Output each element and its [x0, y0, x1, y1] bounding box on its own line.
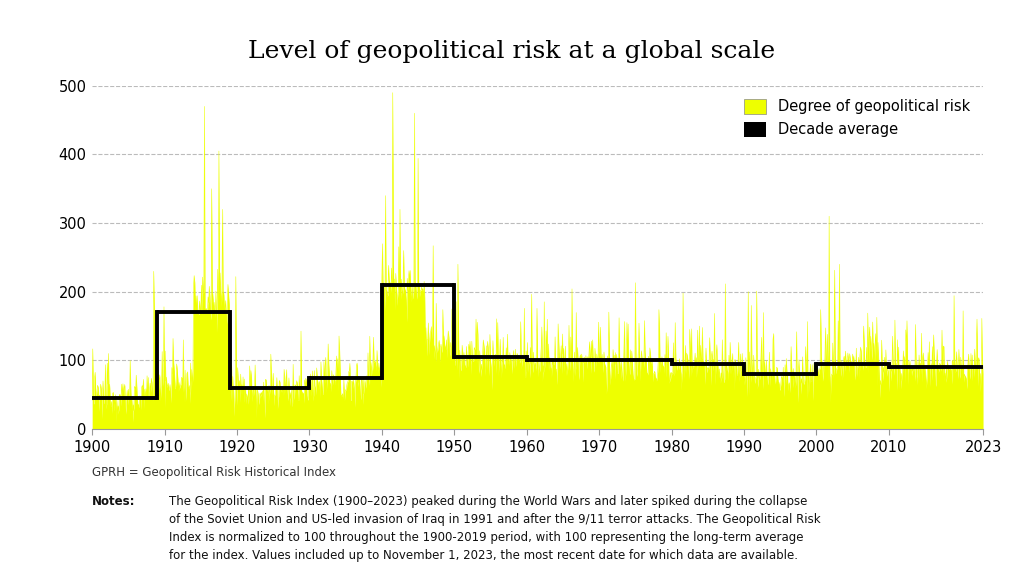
Text: Level of geopolitical risk at a global scale: Level of geopolitical risk at a global s… — [249, 40, 775, 63]
Text: Notes:: Notes: — [92, 495, 135, 508]
Text: The Geopolitical Risk Index (1900–2023) peaked during the World Wars and later s: The Geopolitical Risk Index (1900–2023) … — [169, 495, 820, 562]
Legend: Degree of geopolitical risk, Decade average: Degree of geopolitical risk, Decade aver… — [738, 93, 976, 143]
Text: GPRH = Geopolitical Risk Historical Index: GPRH = Geopolitical Risk Historical Inde… — [92, 466, 336, 479]
